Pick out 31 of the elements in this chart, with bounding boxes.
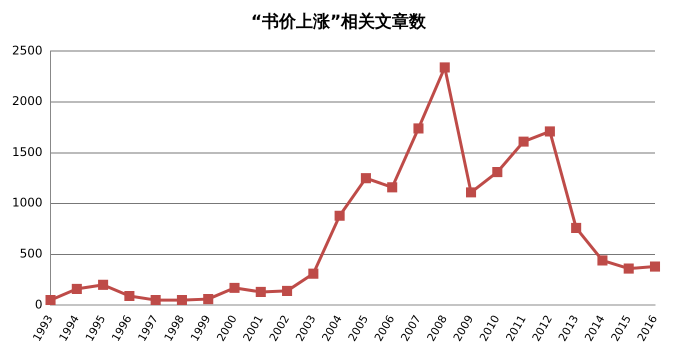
point	[440, 62, 450, 72]
y-tick-label: 500	[20, 246, 43, 260]
y-tick-label: 2500	[12, 43, 43, 58]
y-tick-label: 1500	[12, 144, 43, 159]
y-tick-label: 2000	[12, 94, 43, 108]
point	[176, 295, 187, 306]
point	[544, 126, 555, 136]
point	[492, 167, 502, 178]
point	[203, 294, 214, 304]
point	[229, 282, 240, 293]
point	[150, 295, 161, 306]
point	[413, 123, 424, 134]
point	[46, 295, 56, 306]
point	[597, 255, 608, 266]
point	[571, 222, 582, 233]
point	[282, 286, 292, 296]
point	[98, 280, 108, 290]
chart-title: “书价上涨”相关文章数	[250, 11, 428, 33]
point	[624, 264, 634, 274]
point	[72, 284, 82, 294]
point	[466, 187, 476, 198]
y-tick-label: 0	[34, 297, 43, 312]
point	[387, 182, 398, 192]
point	[308, 268, 318, 279]
point	[124, 290, 134, 302]
point	[256, 286, 266, 297]
point	[650, 262, 660, 272]
y-tick-label: 1000	[12, 196, 43, 210]
point	[334, 210, 345, 221]
point	[360, 173, 371, 184]
point	[518, 136, 529, 147]
